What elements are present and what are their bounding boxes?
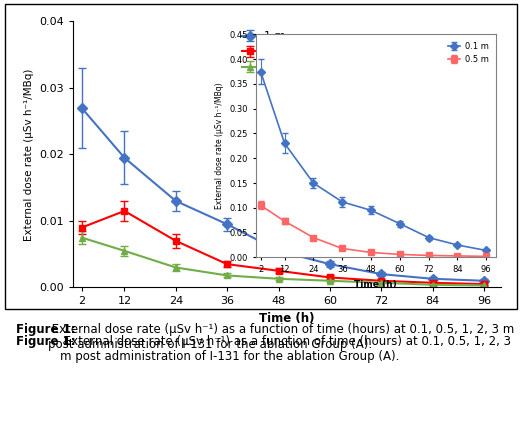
Text: Figure 1:: Figure 1: — [16, 335, 75, 347]
X-axis label: Time (h): Time (h) — [354, 280, 397, 289]
Text: External dose rate (μSv h⁻¹) as a function of time (hours) at 0.1, 0.5, 1, 2, 3 : External dose rate (μSv h⁻¹) as a functi… — [60, 335, 511, 363]
Text: Figure 1:: Figure 1: — [16, 323, 75, 336]
Y-axis label: External dose rate (μSv h⁻¹/MBq): External dose rate (μSv h⁻¹/MBq) — [215, 82, 224, 209]
Text: External dose rate (μSv h⁻¹) as a function of time (hours) at 0.1, 0.5, 1, 2, 3 : External dose rate (μSv h⁻¹) as a functi… — [48, 323, 514, 351]
Legend: 0.1 m, 0.5 m: 0.1 m, 0.5 m — [445, 39, 492, 67]
Legend: 1 m, 2 m, 3 m: 1 m, 2 m, 3 m — [238, 27, 290, 77]
X-axis label: Time (h): Time (h) — [259, 312, 315, 325]
Y-axis label: External dose rate (μSv h⁻¹/MBq): External dose rate (μSv h⁻¹/MBq) — [23, 68, 34, 241]
